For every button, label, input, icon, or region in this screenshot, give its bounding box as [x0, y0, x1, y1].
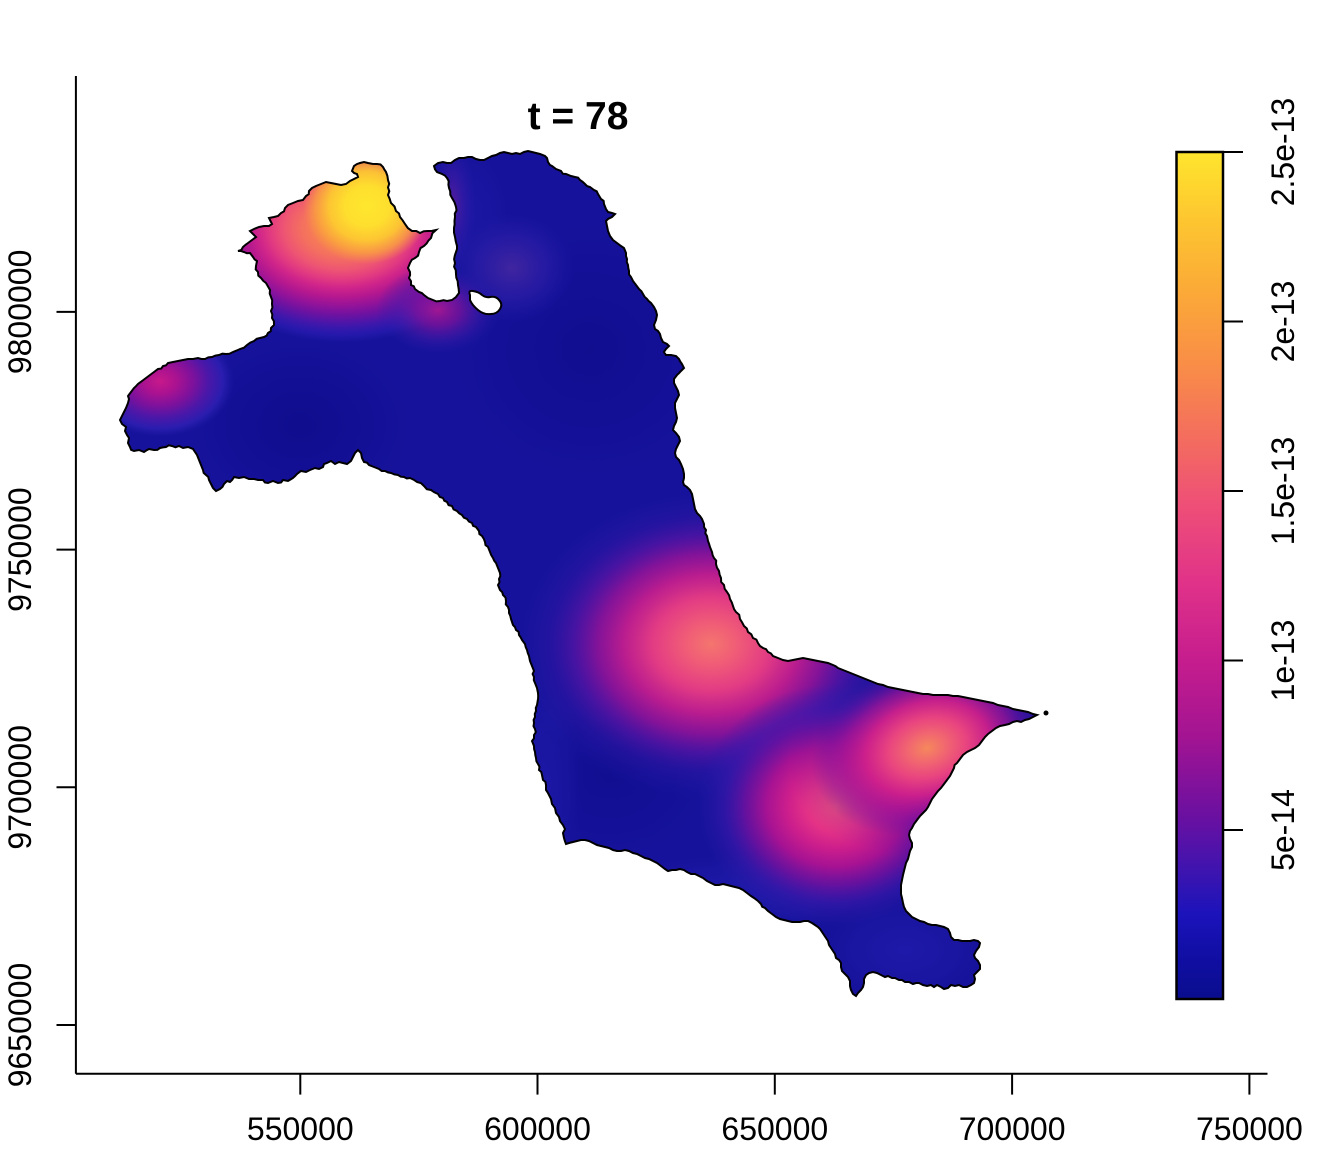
svg-text:550000: 550000	[247, 1111, 354, 1147]
svg-text:600000: 600000	[484, 1111, 591, 1147]
svg-text:5e-14: 5e-14	[1265, 789, 1301, 871]
svg-text:2e-13: 2e-13	[1265, 281, 1301, 363]
svg-text:650000: 650000	[721, 1111, 828, 1147]
svg-text:9650000: 9650000	[2, 963, 38, 1088]
svg-text:2.5e-13: 2.5e-13	[1265, 98, 1301, 207]
svg-text:700000: 700000	[959, 1111, 1066, 1147]
svg-text:1.5e-13: 1.5e-13	[1265, 437, 1301, 546]
svg-text:9750000: 9750000	[2, 487, 38, 612]
svg-text:750000: 750000	[1196, 1111, 1303, 1147]
svg-text:1e-13: 1e-13	[1265, 620, 1301, 702]
svg-text:9800000: 9800000	[2, 250, 38, 375]
svg-text:t = 78: t = 78	[528, 95, 629, 138]
svg-text:9700000: 9700000	[2, 725, 38, 850]
